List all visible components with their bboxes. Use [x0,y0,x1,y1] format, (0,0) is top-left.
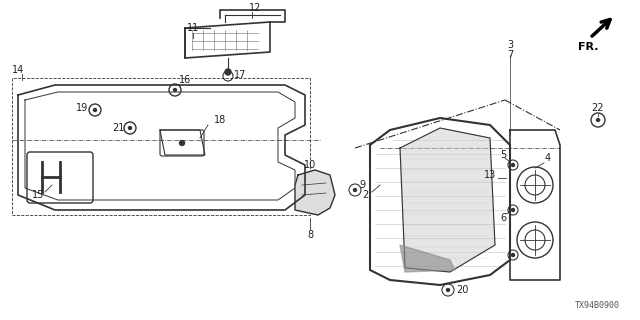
Circle shape [179,140,184,146]
Polygon shape [400,128,495,272]
Text: FR.: FR. [578,42,598,52]
Circle shape [596,118,600,122]
Circle shape [93,108,97,111]
Text: 19: 19 [76,103,88,113]
Text: TX94B0900: TX94B0900 [575,301,620,310]
Text: 4: 4 [545,153,551,163]
Text: 17: 17 [234,70,246,80]
Circle shape [129,126,131,130]
Text: 12: 12 [249,3,261,13]
Text: 15: 15 [32,190,44,200]
Polygon shape [295,170,335,215]
Polygon shape [400,245,455,272]
Circle shape [511,253,515,257]
Text: 8: 8 [307,230,313,240]
Text: 9: 9 [359,180,365,190]
Text: 3: 3 [507,40,513,50]
Text: 18: 18 [214,115,226,125]
Text: 14: 14 [12,65,24,75]
Circle shape [173,89,177,92]
Text: 7: 7 [507,50,513,60]
Text: 2: 2 [362,190,368,200]
Circle shape [225,69,231,75]
Circle shape [353,188,356,191]
Text: 22: 22 [592,103,604,113]
Circle shape [447,289,449,292]
Text: 16: 16 [179,75,191,85]
Text: 13: 13 [484,170,496,180]
Text: 21: 21 [112,123,124,133]
Text: 11: 11 [187,23,199,33]
Text: 10: 10 [304,160,316,170]
Circle shape [511,164,515,166]
Text: 5: 5 [500,150,506,160]
Text: 6: 6 [500,213,506,223]
Text: 20: 20 [456,285,468,295]
Circle shape [511,209,515,212]
